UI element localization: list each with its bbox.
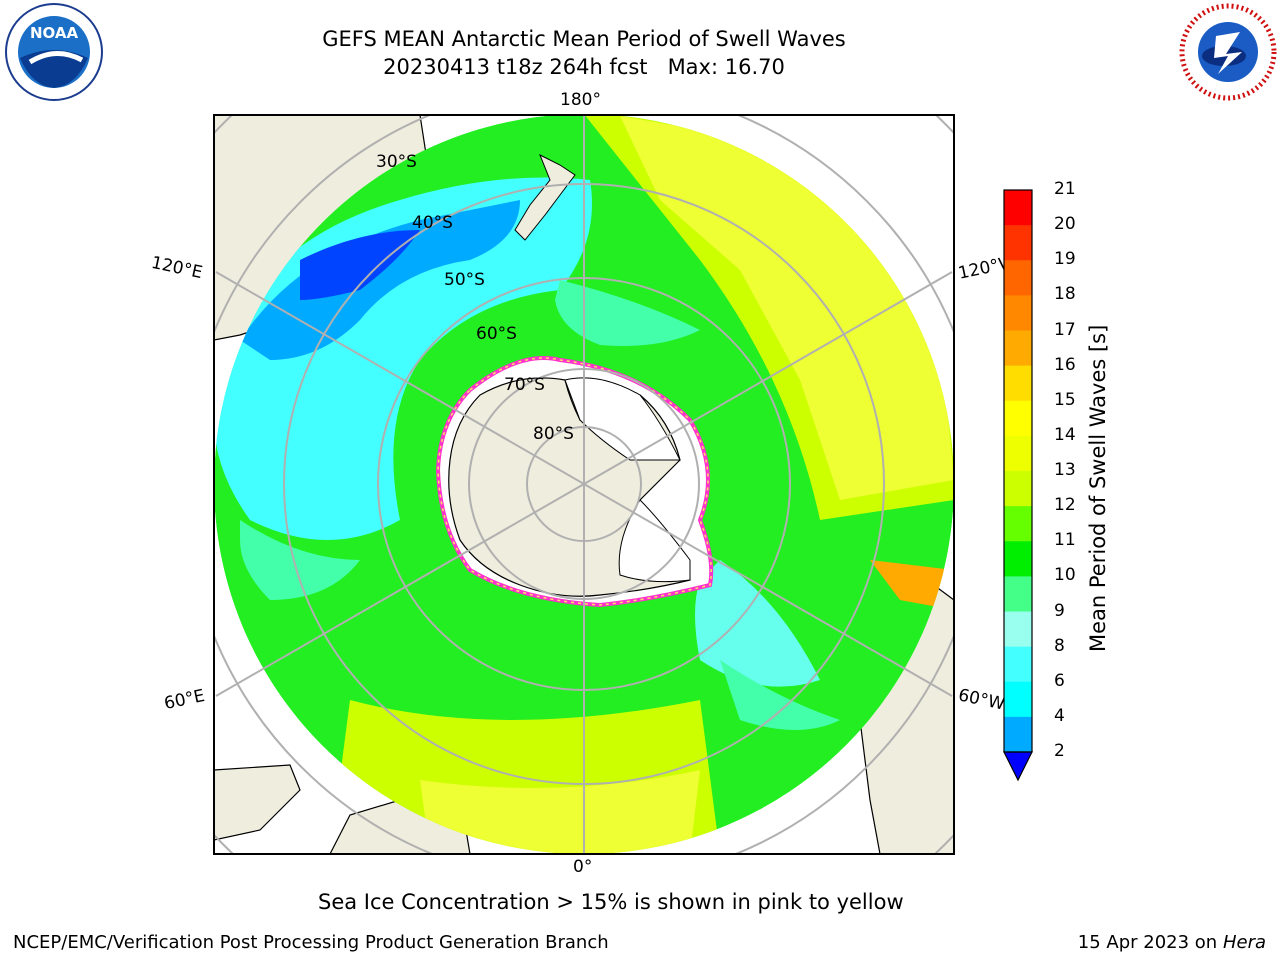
lat-label-50s: 50°S	[444, 270, 485, 290]
colorbar-tick-label: 4	[1054, 705, 1065, 726]
colorbar-label: Mean Period of Swell Waves [s]	[1086, 324, 1110, 652]
colorbar-cell	[1004, 541, 1032, 577]
lat-label-30s: 30°S	[376, 152, 417, 172]
colorbar	[1003, 189, 1033, 782]
colorbar-tick-label: 19	[1054, 249, 1076, 270]
colorbar-cell	[1004, 506, 1032, 542]
colorbar-cell	[1004, 471, 1032, 507]
colorbar-tick-label: 9	[1054, 600, 1065, 621]
colorbar-cell	[1004, 646, 1032, 683]
colorbar-cell	[1004, 260, 1032, 296]
colorbar-cell	[1004, 190, 1032, 226]
colorbar-tick-label: 8	[1054, 635, 1065, 656]
colorbar-tick-label: 6	[1054, 670, 1065, 691]
sea-ice-note: Sea Ice Concentration > 15% is shown in …	[318, 890, 904, 914]
colorbar-cell	[1004, 681, 1032, 718]
map-title: GEFS MEAN Antarctic Mean Period of Swell…	[322, 27, 846, 51]
colorbar-cell	[1004, 225, 1032, 261]
colorbar-cell	[1004, 400, 1032, 437]
lat-label-60s: 60°S	[476, 324, 517, 344]
noaa-logo: NOAA	[5, 3, 103, 101]
colorbar-tick-label: 21	[1054, 179, 1076, 199]
lat-label-40s: 40°S	[412, 213, 453, 233]
new-zealand-landmass	[514, 153, 576, 241]
lat-label-80s: 80°S	[533, 424, 574, 444]
colorbar-tick-label: 11	[1054, 530, 1076, 551]
graticule	[214, 115, 954, 854]
colorbar-tick-label: 12	[1054, 495, 1076, 516]
lat-label-70s: 70°S	[504, 375, 545, 395]
colorbar-tick-label: 16	[1054, 354, 1076, 375]
colorbar-tick-label: 20	[1054, 214, 1076, 235]
colorbar-tick-label: 2	[1054, 741, 1065, 761]
colorbar-tick-label: 15	[1054, 389, 1076, 410]
colorbar-cell	[1004, 435, 1032, 472]
colorbar-cell	[1004, 295, 1032, 331]
map-subtitle: 20230413 t18z 264h fcst Max: 16.70	[383, 55, 785, 79]
colorbar-cell	[1004, 716, 1032, 753]
colorbar-tick-label: 18	[1054, 284, 1076, 305]
colorbar-cell	[1004, 576, 1032, 612]
colorbar-tick-label: 17	[1054, 319, 1076, 340]
colorbar-tick-label: 10	[1054, 565, 1076, 586]
lon-label-180: 180°	[560, 90, 601, 110]
colorbar-cell	[1004, 330, 1032, 367]
colorbar-tick-label: 13	[1054, 460, 1076, 480]
noaa-logo-text: NOAA	[30, 24, 79, 42]
lon-label-0: 0°	[573, 857, 593, 877]
footer-date: 15 Apr 2023 on Hera	[1078, 932, 1266, 953]
footer-host: Hera	[1222, 932, 1266, 953]
nws-logo	[1179, 3, 1277, 101]
footer-date-text: 15 Apr 2023 on	[1077, 932, 1223, 953]
footer-producer: NCEP/EMC/Verification Post Processing Pr…	[13, 932, 609, 953]
map-frame	[213, 114, 955, 855]
colorbar-tick-label: 14	[1054, 424, 1076, 445]
colorbar-cell	[1004, 611, 1032, 648]
africa-landmass	[214, 764, 301, 841]
colorbar-cell	[1004, 365, 1032, 402]
